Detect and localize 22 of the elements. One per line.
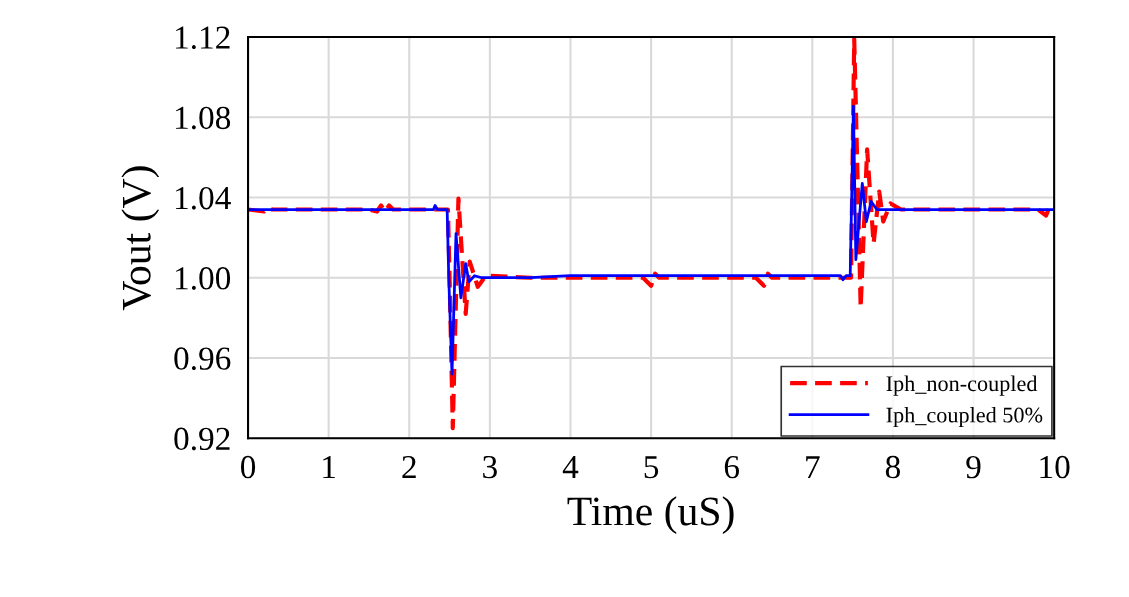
y-tick-label: 0.92: [174, 427, 230, 451]
x-tick-label: 3: [483, 455, 497, 479]
x-tick-label: 1: [323, 455, 335, 478]
legend-label: Iph_non-coupled: [886, 375, 1038, 396]
x-tick-label: 8: [885, 455, 900, 479]
x-tick-label: 0: [240, 455, 256, 479]
y-tick-label: 1.12: [175, 26, 230, 50]
x-tick-label: 6: [724, 455, 740, 479]
x-tick-label: 9: [966, 455, 981, 479]
y-tick-label: 1.00: [175, 267, 231, 290]
x-tick-label: 2: [402, 455, 416, 478]
line-series: [248, 104, 1055, 376]
y-tick-label: 1.04: [175, 186, 231, 210]
y-tick-label: 1.08: [175, 106, 231, 130]
x-tick-label: 10: [1040, 455, 1070, 479]
x-tick-label: 4: [562, 456, 579, 478]
y-axis-title: Vout (V): [121, 166, 160, 311]
legend-label: Iph_coupled 50%: [886, 406, 1043, 428]
x-tick-label: 5: [644, 456, 659, 479]
x-axis-title: Time (uS): [567, 496, 734, 534]
y-tick-label: 0.96: [174, 347, 231, 370]
x-tick-label: 7: [806, 456, 820, 478]
